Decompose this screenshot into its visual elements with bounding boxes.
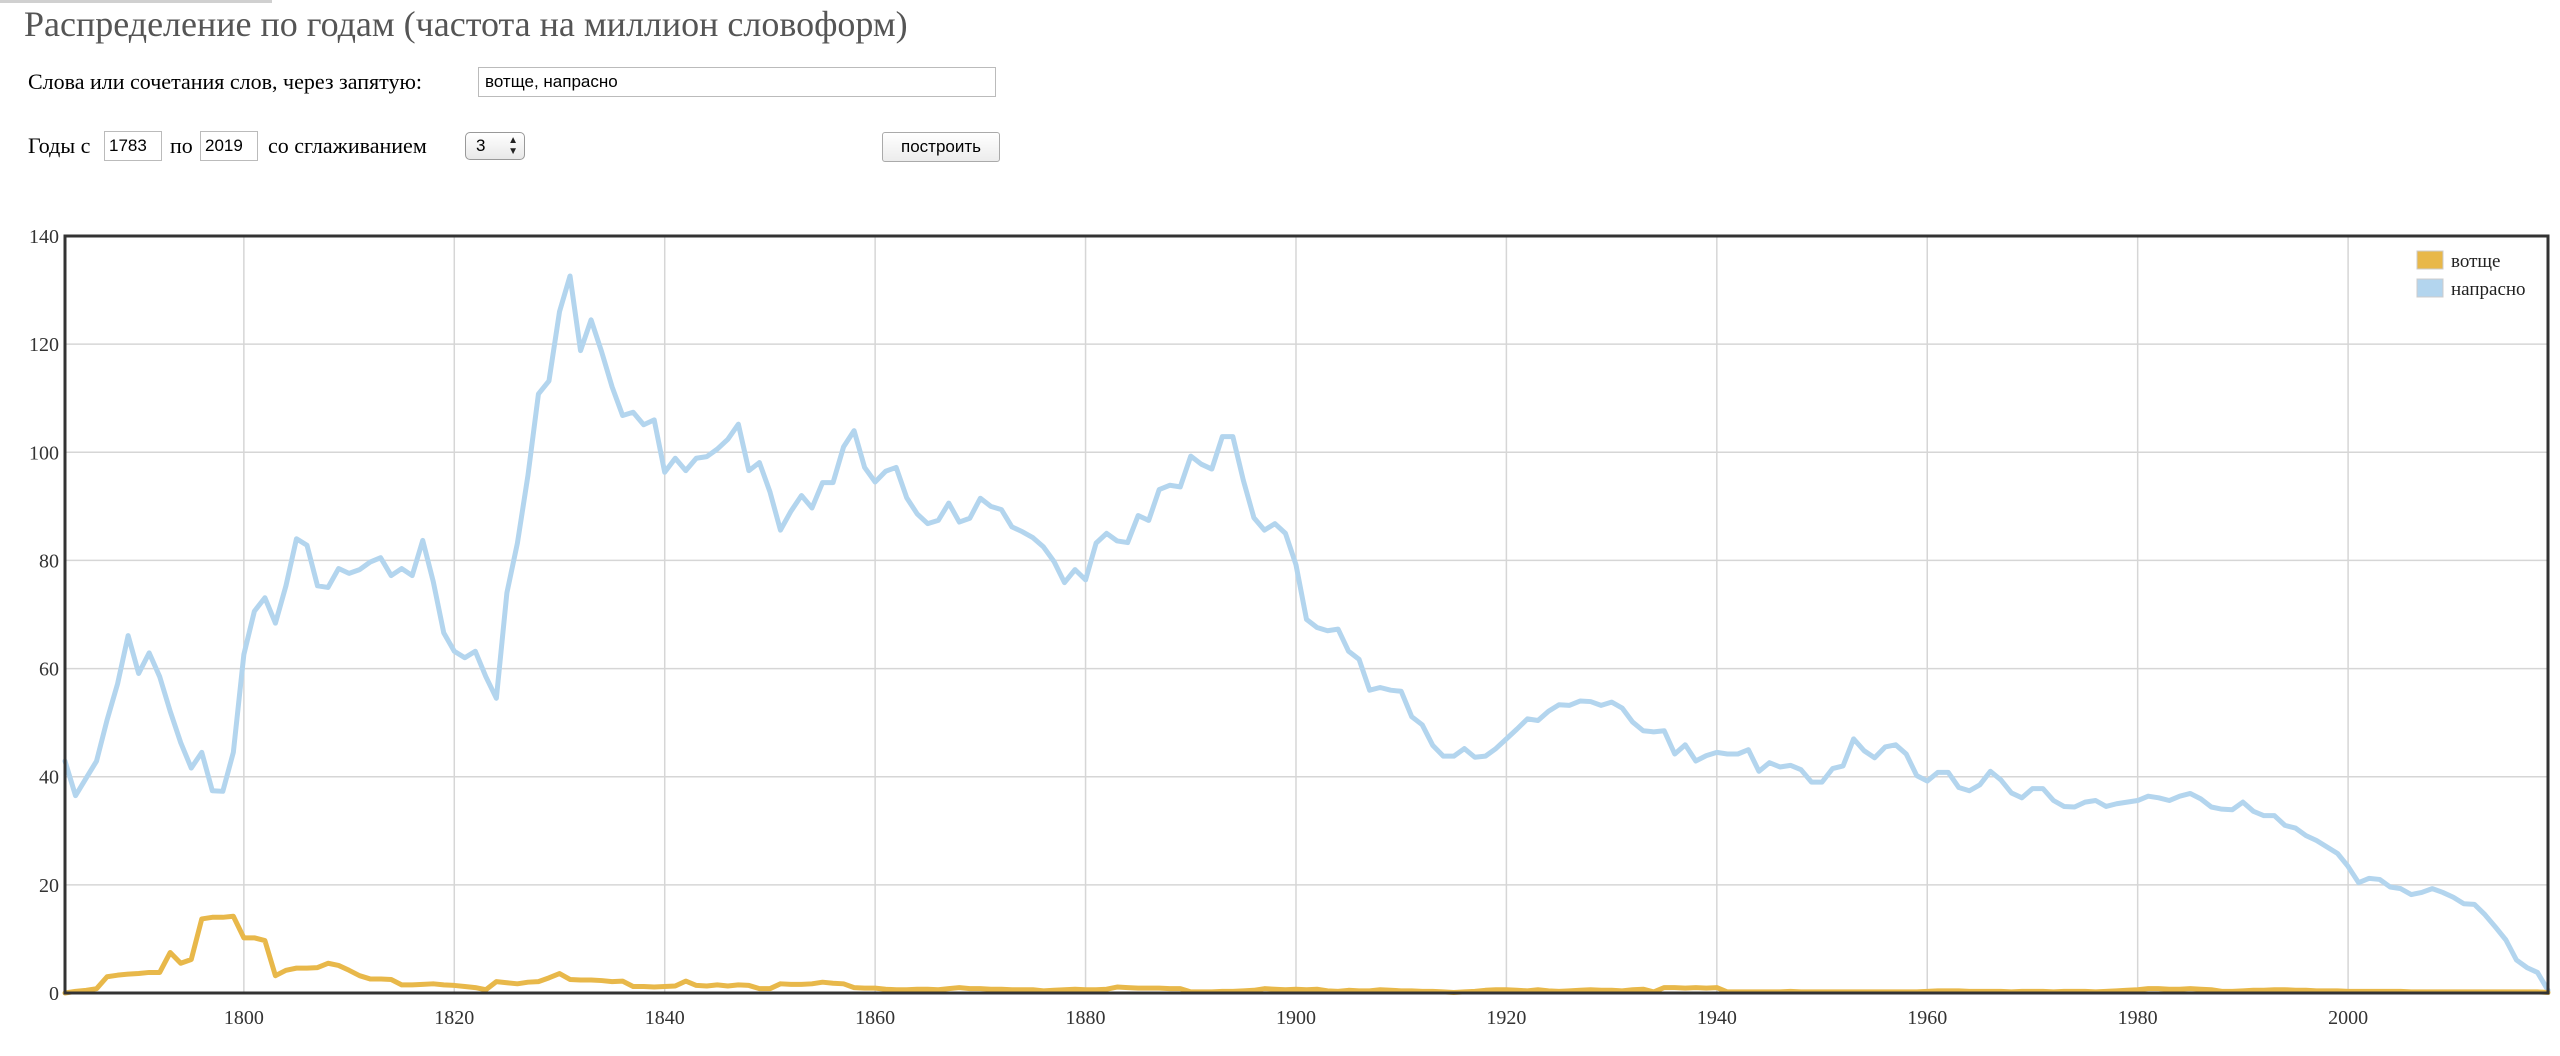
series-lines: [62, 273, 2551, 996]
y-tick-label: 120: [29, 334, 59, 356]
x-tick-label: 1920: [1486, 1007, 1526, 1029]
x-tick-label: 1880: [1066, 1007, 1106, 1029]
x-tick-label: 1840: [645, 1007, 685, 1029]
year-to-input[interactable]: [200, 131, 258, 161]
y-tick-label: 80: [39, 550, 59, 572]
plot-frame: [63, 234, 2550, 995]
x-tick-label: 2000: [2328, 1007, 2368, 1029]
smoothing-select[interactable]: 3 ▲ ▼: [465, 132, 525, 160]
years-from-label: Годы с: [28, 133, 91, 158]
y-tick-label: 0: [49, 983, 59, 1005]
legend-label: напрасно: [2451, 279, 2526, 300]
year-from-input[interactable]: [104, 131, 162, 161]
x-tick-label: 1960: [1907, 1007, 1947, 1029]
x-tick-label: 1940: [1697, 1007, 1737, 1029]
y-tick-label: 140: [29, 226, 59, 248]
words-input[interactable]: [478, 67, 996, 97]
legend-swatch: [2416, 250, 2444, 270]
top-divider: [0, 0, 272, 3]
series-line-0: [62, 913, 2551, 996]
select-arrows-icon: ▲ ▼: [508, 135, 518, 157]
page-title: Распределение по годам (частота на милли…: [24, 4, 908, 44]
legend-label: вотще: [2451, 251, 2500, 272]
y-tick-label: 100: [29, 442, 59, 464]
y-tick-label: 20: [39, 875, 59, 897]
years-to-label: по: [170, 133, 193, 158]
series-line-1: [62, 273, 2551, 993]
words-label: Слова или сочетания слов, через запятую:: [28, 69, 422, 94]
y-tick-label: 40: [39, 767, 59, 789]
x-tick-label: 1860: [855, 1007, 895, 1029]
x-tick-label: 1900: [1276, 1007, 1316, 1029]
build-button[interactable]: построить: [882, 132, 1000, 162]
x-tick-label: 1800: [224, 1007, 264, 1029]
x-tick-label: 1820: [434, 1007, 474, 1029]
smoothing-label: со сглаживанием: [268, 133, 427, 158]
legend: вотще напрасно: [2416, 250, 2526, 300]
tick-labels: 0 20 40 60 80 100 120 140 1800 1820 1840 1860 1880 19…: [29, 226, 2368, 1029]
y-tick-label: 60: [39, 659, 59, 681]
smoothing-value: 3: [476, 136, 486, 155]
legend-swatch: [2416, 278, 2444, 298]
x-tick-label: 1980: [2118, 1007, 2158, 1029]
